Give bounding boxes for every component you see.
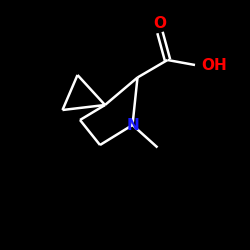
- Text: O: O: [154, 16, 166, 31]
- Text: OH: OH: [201, 58, 227, 72]
- Text: N: N: [126, 118, 139, 132]
